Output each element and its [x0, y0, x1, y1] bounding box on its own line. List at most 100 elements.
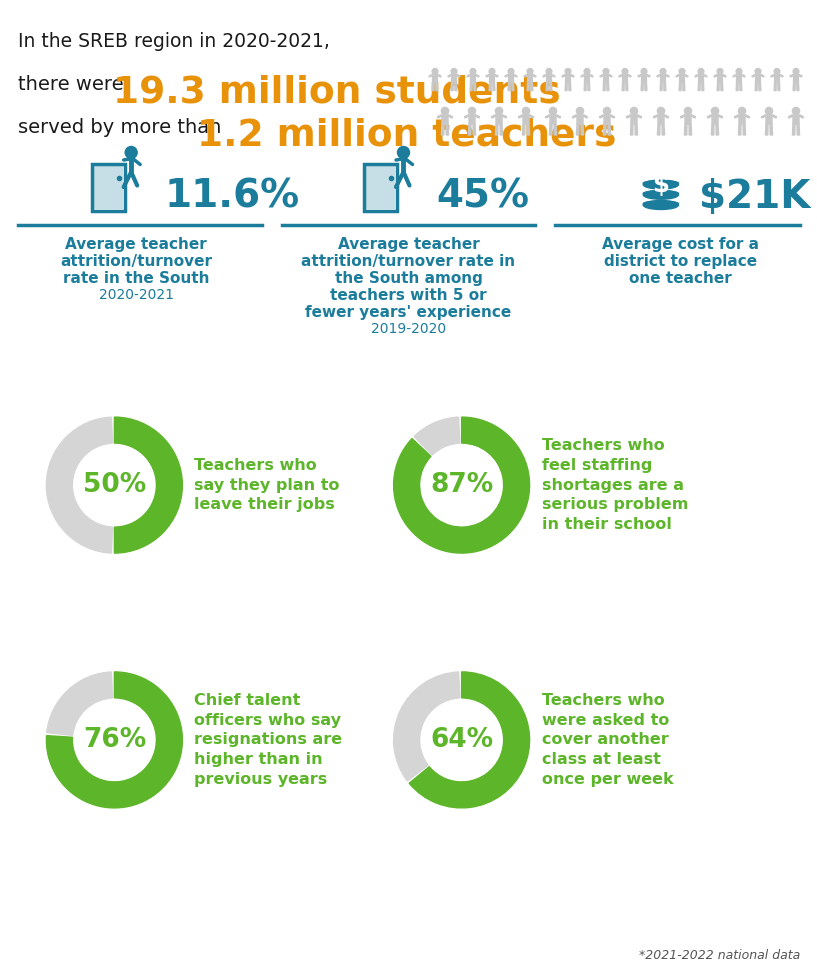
Polygon shape	[685, 74, 688, 77]
FancyBboxPatch shape	[641, 74, 646, 81]
Polygon shape	[610, 115, 614, 118]
Polygon shape	[448, 74, 452, 77]
Polygon shape	[761, 74, 764, 77]
Text: 87%: 87%	[430, 472, 493, 498]
Text: 2019-2020: 2019-2020	[371, 322, 446, 336]
Text: served by more than: served by more than	[18, 118, 228, 137]
FancyBboxPatch shape	[737, 74, 741, 81]
FancyBboxPatch shape	[508, 74, 513, 81]
Polygon shape	[505, 74, 509, 77]
Polygon shape	[441, 124, 444, 135]
FancyBboxPatch shape	[775, 74, 779, 81]
Circle shape	[125, 146, 137, 159]
Circle shape	[660, 69, 666, 74]
Polygon shape	[654, 115, 658, 118]
Ellipse shape	[643, 180, 678, 185]
Text: 11.6%: 11.6%	[164, 178, 299, 216]
Polygon shape	[502, 115, 507, 118]
FancyBboxPatch shape	[550, 115, 556, 124]
Wedge shape	[47, 417, 113, 553]
Circle shape	[712, 108, 719, 115]
Polygon shape	[798, 74, 802, 77]
Polygon shape	[589, 74, 593, 77]
Polygon shape	[721, 81, 723, 90]
Text: Average teacher: Average teacher	[65, 237, 207, 252]
Polygon shape	[446, 124, 449, 135]
Circle shape	[604, 108, 610, 115]
Polygon shape	[467, 74, 471, 77]
Polygon shape	[457, 74, 460, 77]
Text: district to replace: district to replace	[605, 254, 757, 269]
Circle shape	[631, 108, 637, 115]
Polygon shape	[619, 74, 623, 77]
Polygon shape	[607, 81, 609, 90]
Polygon shape	[718, 115, 722, 118]
Text: $: $	[653, 172, 669, 197]
Polygon shape	[609, 74, 612, 77]
Wedge shape	[47, 672, 182, 808]
Circle shape	[432, 69, 438, 74]
Circle shape	[527, 69, 533, 74]
Circle shape	[603, 69, 609, 74]
Polygon shape	[587, 81, 590, 90]
FancyBboxPatch shape	[717, 74, 722, 81]
Wedge shape	[394, 417, 529, 553]
Text: fewer years' experience: fewer years' experience	[306, 305, 511, 320]
Polygon shape	[495, 124, 498, 135]
Polygon shape	[546, 115, 550, 118]
Circle shape	[717, 69, 723, 74]
Polygon shape	[511, 81, 514, 90]
Polygon shape	[470, 81, 472, 90]
Polygon shape	[527, 81, 529, 90]
Polygon shape	[464, 115, 469, 118]
Polygon shape	[665, 74, 669, 77]
Polygon shape	[743, 124, 746, 135]
Text: Average teacher: Average teacher	[337, 237, 480, 252]
Polygon shape	[646, 74, 650, 77]
Polygon shape	[494, 74, 498, 77]
Polygon shape	[451, 81, 453, 90]
Bar	[367, 167, 395, 209]
Polygon shape	[529, 115, 534, 118]
FancyBboxPatch shape	[793, 74, 798, 81]
Polygon shape	[741, 74, 745, 77]
Polygon shape	[489, 81, 491, 90]
Polygon shape	[627, 115, 631, 118]
Ellipse shape	[643, 191, 678, 196]
Circle shape	[489, 69, 495, 74]
Text: the South among: the South among	[335, 271, 482, 286]
Polygon shape	[577, 124, 579, 135]
FancyBboxPatch shape	[432, 74, 437, 81]
FancyBboxPatch shape	[712, 115, 718, 124]
Polygon shape	[600, 74, 604, 77]
Circle shape	[766, 108, 773, 115]
FancyBboxPatch shape	[661, 74, 665, 81]
Polygon shape	[637, 115, 641, 118]
Text: 19.3 million students: 19.3 million students	[113, 75, 560, 111]
Text: Teachers who
feel staffing
shortages are a
serious problem
in their school: Teachers who feel staffing shortages are…	[542, 438, 688, 532]
Polygon shape	[569, 81, 571, 90]
Polygon shape	[770, 124, 773, 135]
FancyBboxPatch shape	[471, 74, 475, 81]
Bar	[94, 167, 123, 209]
Circle shape	[565, 69, 571, 74]
Circle shape	[470, 69, 475, 74]
Text: 76%: 76%	[83, 727, 146, 753]
Circle shape	[508, 69, 514, 74]
Polygon shape	[429, 74, 432, 77]
Text: rate in the South: rate in the South	[63, 271, 209, 286]
Polygon shape	[550, 81, 551, 90]
Polygon shape	[745, 115, 750, 118]
Ellipse shape	[643, 201, 678, 210]
Circle shape	[775, 69, 780, 74]
Polygon shape	[657, 74, 661, 77]
Polygon shape	[771, 74, 775, 77]
Circle shape	[422, 700, 502, 780]
Polygon shape	[573, 115, 577, 118]
Polygon shape	[772, 115, 777, 118]
Polygon shape	[531, 81, 533, 90]
Circle shape	[74, 445, 154, 525]
Circle shape	[739, 108, 746, 115]
Polygon shape	[778, 81, 780, 90]
FancyBboxPatch shape	[604, 74, 609, 81]
